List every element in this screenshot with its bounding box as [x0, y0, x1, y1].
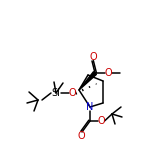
- Text: O: O: [97, 116, 105, 126]
- Text: O: O: [68, 88, 76, 98]
- Text: O: O: [89, 52, 97, 62]
- Text: O: O: [77, 131, 85, 141]
- Text: O: O: [104, 68, 112, 78]
- Polygon shape: [79, 72, 97, 90]
- Text: Si: Si: [52, 88, 60, 98]
- Text: N: N: [86, 102, 94, 112]
